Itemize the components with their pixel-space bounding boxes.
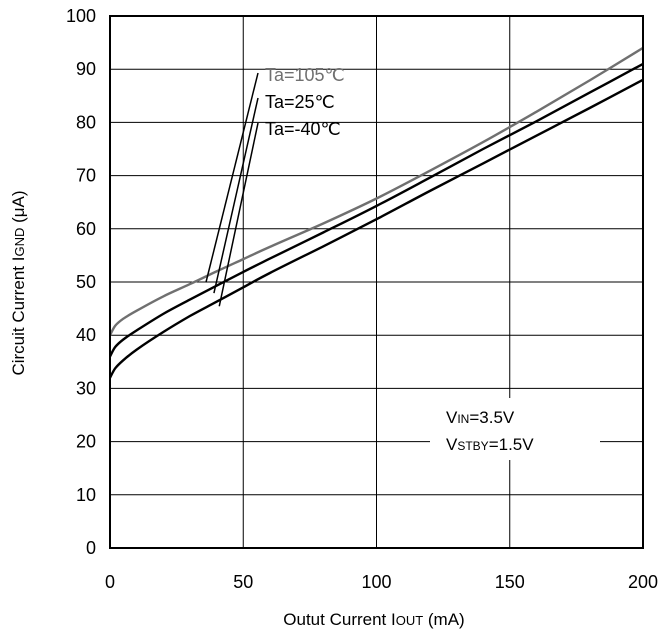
y-tick-label: 90	[76, 59, 96, 79]
condition-vstby: VSTBY=1.5V	[446, 435, 534, 454]
grid	[110, 16, 643, 548]
x-tick-label: 200	[628, 572, 658, 592]
y-tick-label: 50	[76, 272, 96, 292]
y-axis-title: Circuit Current IGND (μA)	[9, 190, 28, 375]
legend-label-ta-40: Ta=-40℃	[265, 119, 341, 139]
condition-vin: VIN=3.5V	[446, 408, 515, 427]
legend: Ta=105℃ Ta=25℃ Ta=-40℃	[205, 65, 345, 307]
legend-leader-line	[213, 97, 259, 294]
y-tick-label: 30	[76, 378, 96, 398]
series-line-ta-40	[108, 78, 644, 379]
curves	[108, 46, 644, 379]
x-tick-label: 0	[105, 572, 115, 592]
y-tick-label: 20	[76, 432, 96, 452]
y-tick-label: 80	[76, 112, 96, 132]
y-tick-label: 100	[66, 6, 96, 26]
y-tick-label: 60	[76, 219, 96, 239]
y-tick-labels: 0 10 20 30 40 50 60 70 80 90 100	[66, 6, 96, 558]
y-tick-label: 70	[76, 166, 96, 186]
x-axis-title: Outut Current IOUT (mA)	[283, 610, 464, 629]
x-tick-labels: 0 50 100 150 200	[105, 572, 658, 592]
conditions-box	[430, 398, 600, 460]
x-tick-label: 100	[361, 572, 391, 592]
legend-leader-line	[205, 72, 259, 283]
y-tick-label: 40	[76, 325, 96, 345]
x-tick-label: 150	[495, 572, 525, 592]
series-line-ta105	[108, 46, 644, 336]
legend-label-ta105: Ta=105℃	[265, 65, 345, 85]
y-tick-label: 0	[86, 538, 96, 558]
plot-frame	[109, 15, 644, 549]
y-tick-label: 10	[76, 485, 96, 505]
legend-leader-line	[218, 122, 259, 307]
x-tick-label: 50	[233, 572, 253, 592]
legend-label-ta25: Ta=25℃	[265, 92, 335, 112]
series-line-ta25	[108, 62, 644, 358]
